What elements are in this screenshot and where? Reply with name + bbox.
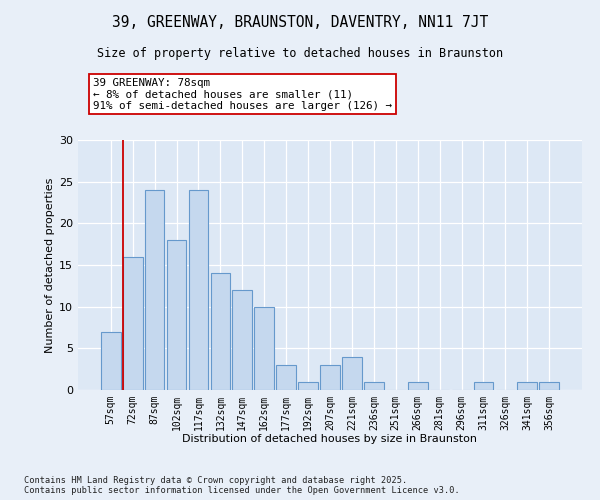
Bar (145, 190, 164, 390)
Bar (123, 256, 143, 390)
Bar (408, 382, 428, 390)
Bar (342, 356, 362, 390)
Text: 39 GREENWAY: 78sqm
← 8% of detached houses are smaller (11)
91% of semi-detached: 39 GREENWAY: 78sqm ← 8% of detached hous… (93, 78, 392, 110)
Bar (254, 306, 274, 390)
Bar (364, 382, 384, 390)
Bar (539, 382, 559, 390)
Text: Size of property relative to detached houses in Braunston: Size of property relative to detached ho… (97, 48, 503, 60)
Text: 39, GREENWAY, BRAUNSTON, DAVENTRY, NN11 7JT: 39, GREENWAY, BRAUNSTON, DAVENTRY, NN11 … (112, 15, 488, 30)
X-axis label: Distribution of detached houses by size in Braunston: Distribution of detached houses by size … (182, 434, 478, 444)
Bar (276, 365, 296, 390)
Bar (320, 365, 340, 390)
Bar (101, 332, 121, 390)
Bar (473, 382, 493, 390)
Bar (211, 274, 230, 390)
Bar (232, 290, 252, 390)
Bar (517, 382, 537, 390)
Y-axis label: Number of detached properties: Number of detached properties (45, 178, 55, 352)
Text: Contains HM Land Registry data © Crown copyright and database right 2025.
Contai: Contains HM Land Registry data © Crown c… (24, 476, 460, 495)
Bar (167, 240, 187, 390)
Bar (188, 190, 208, 390)
Bar (298, 382, 318, 390)
